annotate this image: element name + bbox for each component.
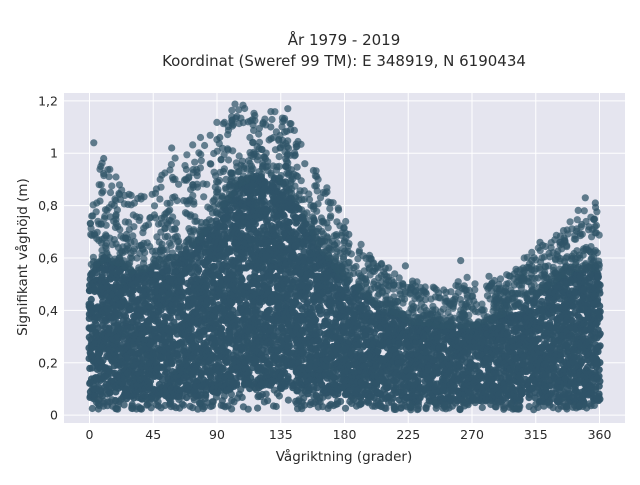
scatter-point	[233, 380, 240, 387]
chart-title: År 1979 - 2019 Koordinat (Sweref 99 TM):…	[162, 30, 526, 70]
chart-title-line-1: År 1979 - 2019	[288, 30, 401, 49]
scatter-point	[286, 219, 293, 226]
scatter-point	[286, 343, 293, 350]
scatter-point	[195, 267, 202, 274]
scatter-point	[293, 220, 300, 227]
chart-title-line-2: Koordinat (Sweref 99 TM): E 348919, N 61…	[162, 52, 526, 70]
scatter-point	[261, 198, 268, 205]
scatter-point	[434, 370, 441, 377]
scatter-point	[238, 275, 245, 282]
